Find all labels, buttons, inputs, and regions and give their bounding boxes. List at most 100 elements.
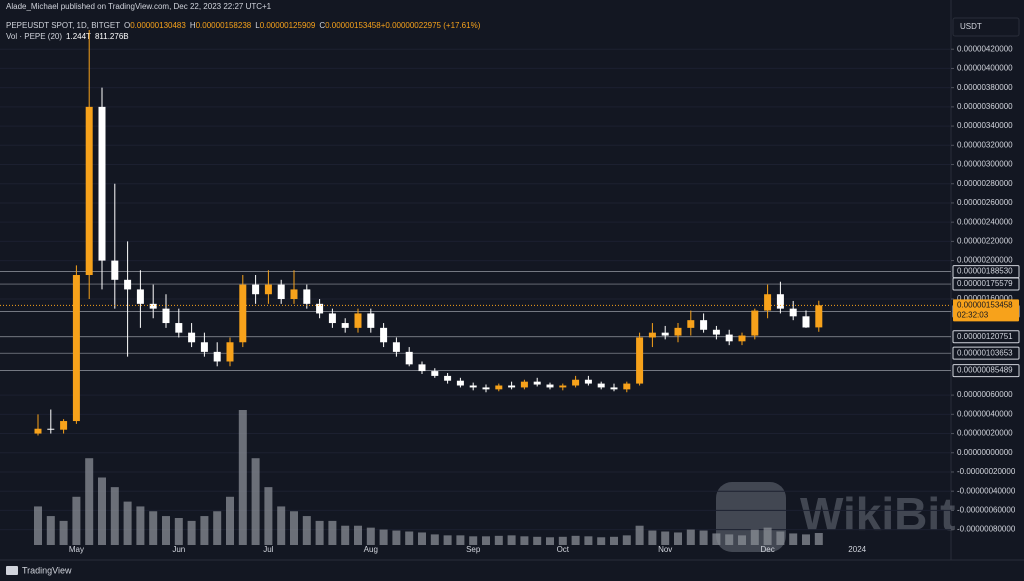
candle-body — [456, 380, 464, 386]
candle-body — [367, 313, 375, 328]
volume-bar — [533, 536, 542, 545]
candle-body — [572, 379, 580, 386]
volume-bar — [418, 532, 426, 545]
x-tick-label: Aug — [364, 545, 378, 554]
volume-bar — [290, 511, 298, 545]
candle-body — [687, 320, 695, 328]
volume-bar — [72, 496, 81, 545]
candle-body — [802, 316, 810, 328]
y-tick-label: 0.00000000000 — [957, 448, 1013, 457]
candle-body — [405, 351, 413, 365]
ohlc-key: O — [124, 21, 130, 30]
candle-body — [725, 334, 733, 342]
volume-bar — [264, 487, 273, 545]
volume-bar — [469, 536, 478, 545]
volume-line: Vol · PEPE (20) 1.244T 811.276B — [6, 32, 129, 41]
volume-bar — [686, 529, 695, 545]
candle-body — [303, 289, 311, 304]
candle-body — [661, 332, 669, 336]
level-label: 0.00000085489 — [957, 366, 1013, 375]
candle-body — [72, 275, 80, 422]
volume-bar — [597, 537, 606, 545]
volume-bar — [405, 531, 414, 545]
last-price-label: 0.00000153458 — [957, 300, 1013, 309]
volume-bar — [238, 410, 247, 545]
candle-body — [559, 385, 567, 388]
volume-bar — [430, 534, 439, 545]
candle-body — [700, 320, 708, 330]
candle-body — [751, 310, 759, 336]
volume-bar — [494, 535, 503, 545]
volume-bar — [635, 525, 644, 545]
y-tick-label: 0.00000020000 — [957, 429, 1013, 438]
candle-body — [47, 428, 55, 430]
y-tick-label: 0.00000420000 — [957, 44, 1013, 53]
candle-body — [520, 381, 528, 388]
publisher: Alade_Michael published on TradingView.c… — [6, 2, 272, 11]
y-tick-label: 0.00000400000 — [957, 64, 1013, 73]
ohlc-key: L — [255, 21, 260, 30]
y-tick-label: -0.00000060000 — [957, 506, 1016, 515]
x-tick-label: Dec — [760, 545, 774, 554]
candle-body — [124, 279, 132, 290]
candle-body — [584, 379, 592, 384]
candle-body — [175, 323, 183, 333]
y-tick-label: 0.00000200000 — [957, 256, 1013, 265]
candle-body — [764, 294, 772, 311]
y-tick-label: 0.00000300000 — [957, 160, 1013, 169]
candle-body — [495, 385, 503, 390]
candle-body — [623, 383, 631, 390]
volume-bar — [546, 537, 554, 545]
x-tick-label: Sep — [466, 545, 481, 554]
candle-body — [789, 308, 797, 317]
volume-bar — [213, 511, 222, 545]
volume-bar — [136, 506, 145, 545]
x-tick-label: Jul — [263, 545, 273, 554]
volume-bar — [814, 533, 823, 545]
volume-average: 811.276B — [95, 32, 129, 41]
candle-body — [149, 303, 157, 309]
candle-body — [508, 385, 516, 388]
volume-bar — [507, 535, 516, 545]
candle-body — [482, 387, 490, 390]
volume-bar — [789, 533, 798, 545]
candle-body — [354, 313, 362, 328]
footer: TradingView — [22, 565, 72, 575]
volume-bar — [85, 458, 94, 545]
candle-body — [264, 284, 272, 295]
volume-bar — [776, 531, 785, 545]
volume-bar — [200, 516, 209, 545]
currency: USDT — [960, 22, 982, 31]
candle-body — [85, 106, 93, 276]
volume-bar — [661, 531, 670, 545]
volume-bar — [725, 534, 734, 545]
ohlc-value: +0.00000022975 (+17.61%) — [381, 21, 481, 30]
candle-body — [188, 332, 196, 343]
footer-logo — [6, 566, 18, 575]
ohlc-key: H — [190, 21, 196, 30]
volume-last: 1.244T — [66, 32, 91, 41]
level-label: 0.00000103653 — [957, 348, 1013, 357]
volume-bar — [162, 516, 170, 545]
level-label: 0.00000188530 — [957, 267, 1013, 276]
y-tick-label: 0.00000360000 — [957, 102, 1013, 111]
volume-bar — [456, 535, 465, 545]
y-tick-label: 0.00000380000 — [957, 83, 1013, 92]
level-box — [952, 346, 1020, 360]
level-box — [952, 364, 1020, 378]
candle-body — [418, 364, 426, 372]
volume-bar — [763, 527, 772, 545]
symbol: PEPEUSDT SPOT, 1D, BITGET — [6, 21, 120, 30]
y-tick-label: 0.00000160000 — [957, 294, 1013, 303]
candle-body — [392, 342, 400, 352]
volume-bar — [315, 520, 324, 545]
x-tick-label: May — [69, 545, 84, 554]
y-tick-label: 0.00000060000 — [957, 390, 1013, 399]
volume-bar — [34, 506, 42, 545]
candle-body — [200, 342, 208, 352]
volume-bar — [149, 511, 158, 545]
candle-body — [610, 387, 618, 390]
volume-bar — [622, 535, 631, 545]
